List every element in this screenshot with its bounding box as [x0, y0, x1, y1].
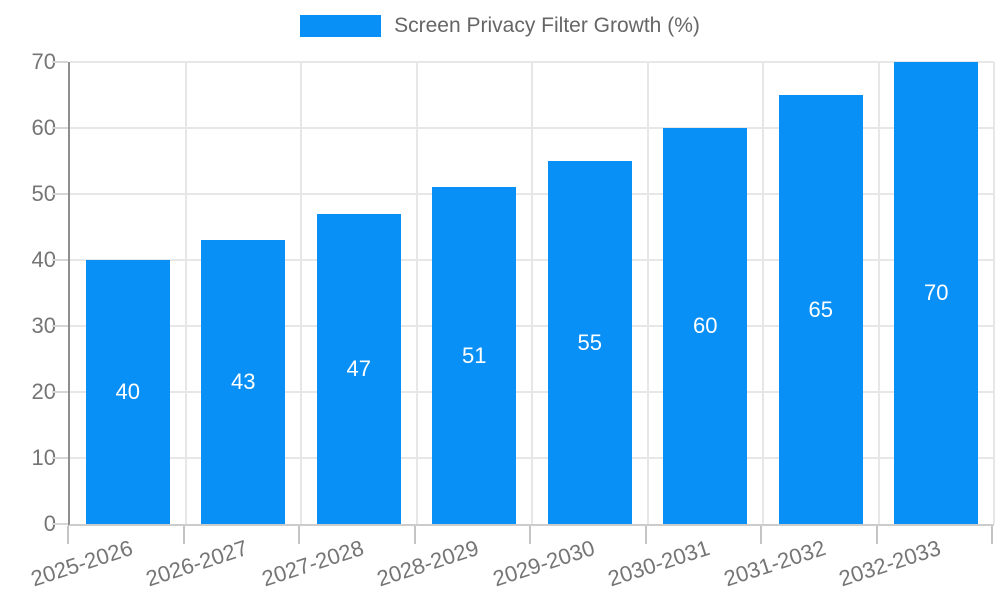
gridline-vertical	[184, 62, 187, 524]
y-tick	[52, 391, 68, 393]
bar[interactable]: 60	[663, 128, 748, 524]
x-tick	[644, 526, 647, 544]
y-tick	[52, 127, 68, 129]
x-tick	[182, 526, 185, 544]
bar-value-label: 65	[808, 296, 833, 322]
x-tick-label: 2031-2032	[720, 535, 829, 592]
gridline-vertical	[415, 62, 418, 524]
x-tick-label: 2028-2029	[373, 535, 482, 592]
y-tick	[52, 457, 68, 459]
bar-value-label: 40	[115, 379, 140, 404]
bar-value-label: 60	[693, 313, 718, 338]
x-tick-label: 2027-2028	[258, 535, 367, 592]
legend-label: Screen Privacy Filter Growth (%)	[394, 14, 700, 37]
y-tick	[52, 325, 68, 327]
bar[interactable]: 51	[432, 187, 517, 524]
x-tick	[529, 526, 531, 544]
y-tick-label: 60	[31, 115, 56, 140]
y-tick-label: 20	[31, 379, 56, 404]
y-tick	[52, 61, 68, 63]
bar-value-label: 70	[924, 280, 949, 305]
x-tick	[298, 526, 300, 544]
y-tick	[52, 193, 68, 195]
bar[interactable]: 43	[201, 240, 286, 524]
bar[interactable]: 70	[894, 62, 979, 524]
legend: Screen Privacy Filter Growth (%)	[0, 14, 1000, 38]
y-tick-label: 10	[31, 445, 56, 470]
bar-value-label: 43	[231, 369, 256, 395]
x-tick-label: 2029-2030	[489, 535, 598, 592]
bar[interactable]: 55	[547, 161, 632, 524]
bar-value-label: 55	[577, 329, 602, 355]
x-tick	[67, 526, 69, 544]
gridline-vertical	[993, 62, 995, 524]
y-tick	[52, 523, 68, 525]
bar-value-label: 47	[346, 355, 371, 381]
gridline-vertical	[762, 62, 764, 524]
y-tick-label: 30	[31, 313, 56, 338]
gridline-vertical	[300, 62, 302, 524]
bar[interactable]: 47	[316, 213, 401, 524]
gridline-vertical	[531, 62, 533, 524]
y-tick-label: 40	[31, 247, 56, 272]
gridline-vertical	[877, 62, 880, 524]
x-tick	[991, 526, 993, 544]
x-tick-label: 2030-2031	[604, 535, 713, 592]
bar[interactable]: 65	[778, 95, 863, 524]
legend-item[interactable]: Screen Privacy Filter Growth (%)	[300, 14, 700, 38]
x-tick	[413, 526, 416, 544]
x-tick	[760, 526, 762, 544]
x-tick	[875, 526, 878, 544]
x-tick-label: 2026-2027	[142, 535, 251, 592]
legend-swatch	[300, 15, 382, 37]
y-tick-label: 50	[31, 181, 56, 206]
plot-area: 40 43 47 51 55 60 65 70	[68, 61, 995, 526]
y-tick-label: 70	[31, 49, 56, 74]
x-tick-label: 2032-2033	[835, 535, 944, 592]
y-tick-label: 0	[43, 511, 56, 536]
bar-value-label: 51	[462, 342, 487, 368]
bar[interactable]: 40	[85, 260, 170, 524]
gridline-vertical	[646, 62, 649, 524]
x-tick-label: 2025-2026	[27, 535, 136, 592]
y-tick	[52, 259, 68, 261]
